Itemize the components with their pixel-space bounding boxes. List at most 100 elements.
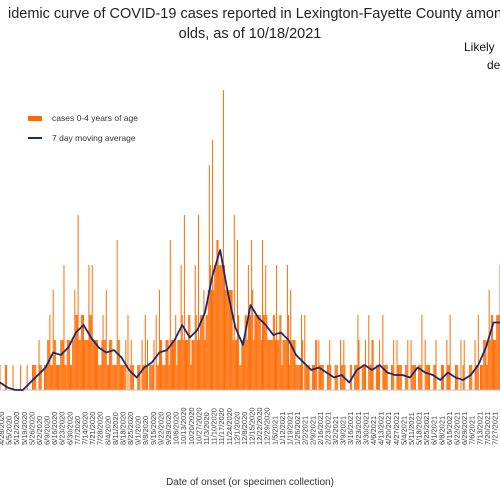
case-bar: [194, 265, 196, 390]
case-bar: [64, 365, 66, 390]
case-bar: [206, 315, 208, 390]
case-bar: [52, 290, 54, 390]
case-bar: [181, 315, 183, 390]
case-bar: [102, 315, 104, 390]
case-bar: [491, 315, 493, 390]
case-bar: [123, 365, 125, 390]
case-bar: [240, 365, 242, 390]
case-bar: [476, 365, 478, 390]
x-tick-label: 4/20/2021: [384, 412, 393, 445]
case-bar: [43, 365, 45, 390]
x-tick-label: 6/15/2021: [445, 412, 454, 445]
x-tick-label: 6/22/2021: [453, 412, 462, 445]
case-bar: [322, 365, 324, 390]
case-bar: [259, 315, 261, 390]
case-bar: [84, 340, 86, 390]
case-bar: [51, 365, 53, 390]
case-bar: [246, 340, 248, 390]
case-bar: [132, 365, 134, 390]
case-bar: [162, 365, 164, 390]
case-bar: [419, 365, 421, 390]
case-bar: [481, 365, 483, 390]
case-bar: [281, 365, 283, 390]
case-bar: [427, 365, 429, 390]
case-bar: [141, 340, 143, 390]
case-bar: [355, 365, 357, 390]
case-bar: [299, 365, 301, 390]
case-bar: [475, 365, 477, 390]
case-bar: [420, 365, 422, 390]
case-bar: [297, 365, 299, 390]
case-bar: [227, 290, 229, 390]
case-bar: [87, 340, 89, 390]
x-tick-label: 3/23/2021: [354, 412, 363, 445]
case-bar: [414, 365, 416, 390]
x-tick-label: 7/21/2020: [88, 412, 97, 445]
case-bar: [191, 340, 193, 390]
case-bar: [398, 365, 400, 390]
x-tick-label: 3/16/2021: [346, 412, 355, 445]
case-bar: [290, 290, 292, 390]
case-bar: [412, 365, 414, 390]
case-bar: [405, 365, 407, 390]
case-bar: [378, 365, 380, 390]
case-bar: [6, 365, 7, 390]
case-bar: [399, 365, 401, 390]
x-tick-label: 10/27/2020: [194, 407, 203, 445]
case-bar: [201, 315, 203, 390]
x-axis-label: Date of onset (or specimen collection): [166, 477, 334, 488]
case-bar: [292, 340, 294, 390]
case-bar: [175, 315, 177, 390]
x-tick-label: 6/2/2020: [35, 416, 44, 445]
case-bar: [316, 340, 318, 390]
case-bar: [425, 365, 427, 390]
case-bar: [118, 340, 120, 390]
x-tick-label: 9/1/2020: [134, 416, 143, 445]
case-bar: [160, 340, 162, 390]
case-bar: [318, 340, 320, 390]
x-tick-label: 7/6/2021: [468, 416, 477, 445]
case-bar: [231, 290, 233, 390]
case-bar: [276, 265, 278, 390]
case-bar: [178, 340, 180, 390]
case-bar: [286, 265, 288, 390]
case-bar: [320, 365, 322, 390]
case-bar: [406, 365, 408, 390]
case-bar: [383, 365, 385, 390]
case-bar: [122, 365, 124, 390]
case-bar: [4, 365, 6, 390]
case-bar: [382, 315, 384, 390]
case-bar: [65, 365, 67, 390]
x-tick-label: 5/11/2021: [407, 412, 416, 445]
case-bar: [174, 340, 176, 390]
case-bar: [462, 365, 464, 390]
case-bar: [171, 340, 173, 390]
case-bar: [62, 340, 64, 390]
case-bar: [119, 365, 121, 390]
case-bar: [58, 365, 60, 390]
case-bar: [170, 340, 172, 390]
case-bar: [288, 315, 289, 390]
case-bar: [489, 340, 491, 390]
case-bar: [386, 365, 388, 390]
case-bar: [101, 340, 103, 390]
case-bar: [149, 365, 151, 390]
case-bar: [298, 365, 300, 390]
case-bar: [103, 340, 105, 390]
case-bar: [88, 265, 90, 390]
case-bar: [284, 340, 286, 390]
case-bar: [53, 340, 55, 390]
case-bar: [92, 340, 94, 390]
case-bar: [238, 315, 240, 390]
case-bar: [255, 315, 257, 390]
case-bar: [110, 340, 112, 390]
case-bar: [107, 365, 109, 390]
case-bar: [486, 365, 488, 390]
case-bar: [142, 365, 144, 390]
case-bar: [106, 365, 108, 390]
case-bar: [485, 340, 487, 390]
case-bar: [114, 365, 116, 390]
case-bar: [46, 365, 48, 390]
case-bar: [213, 290, 215, 390]
x-tick-label: 9/22/2020: [156, 412, 165, 445]
